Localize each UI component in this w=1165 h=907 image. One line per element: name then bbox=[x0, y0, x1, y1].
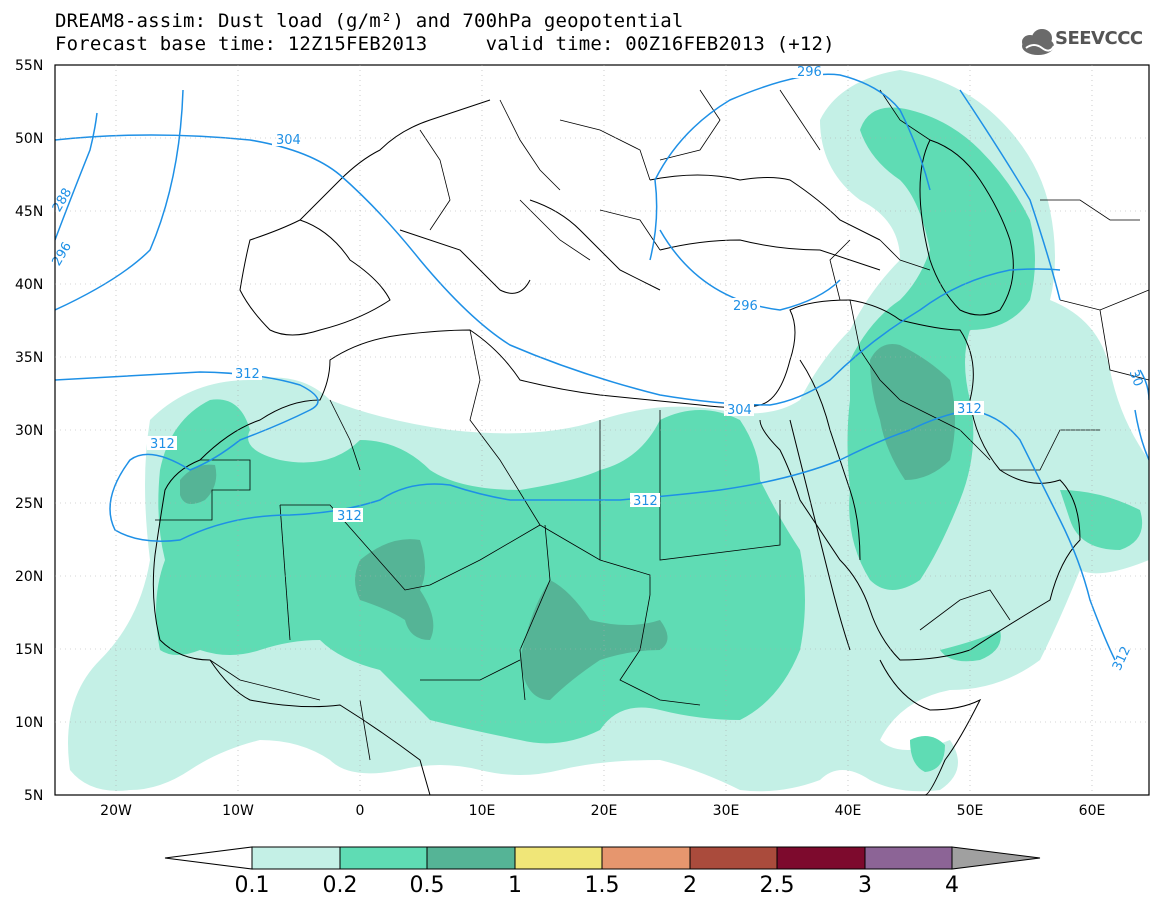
contour-label: 296 bbox=[797, 65, 822, 80]
lat-label: 35N bbox=[15, 350, 43, 366]
colorbar-label: 0.1 bbox=[235, 873, 270, 898]
contour-label: 288 bbox=[50, 186, 75, 215]
lat-label: 5N bbox=[24, 788, 43, 804]
contour-label: 296 bbox=[733, 299, 758, 314]
colorbar-swatch bbox=[776, 846, 866, 870]
colorbar-swatch bbox=[251, 846, 341, 870]
contour-label: 312 bbox=[957, 402, 982, 417]
map-subtitle: Forecast base time: 12Z15FEB2013 valid t… bbox=[55, 33, 835, 55]
lat-label: 30N bbox=[15, 423, 43, 439]
lon-label: 10W bbox=[222, 803, 254, 819]
contour-label: 312 bbox=[1110, 644, 1134, 673]
lon-label: 20W bbox=[100, 803, 132, 819]
geopotential-contours bbox=[55, 73, 1149, 661]
lon-label: 50E bbox=[957, 803, 984, 819]
colorbar-swatch bbox=[689, 846, 778, 870]
lon-label: 0 bbox=[356, 803, 365, 819]
colorbar-swatch bbox=[426, 846, 516, 870]
dust-region-medium bbox=[156, 107, 1143, 772]
colorbar-under-arrow bbox=[164, 846, 253, 870]
contour-label: 296 bbox=[50, 240, 75, 269]
lon-label: 40E bbox=[835, 803, 862, 819]
lat-label: 45N bbox=[15, 204, 43, 220]
colorbar-label: 1 bbox=[508, 873, 522, 898]
lon-label: 20E bbox=[591, 803, 618, 819]
colorbar-label: 3 bbox=[858, 873, 872, 898]
cloud-icon bbox=[1022, 29, 1055, 55]
lat-label: 15N bbox=[15, 642, 43, 658]
contour-label: 312 bbox=[235, 367, 260, 382]
colorbar-label: 0.2 bbox=[323, 873, 358, 898]
contour-label: 30 bbox=[1126, 368, 1146, 389]
colorbar-swatch bbox=[514, 846, 603, 870]
lat-label: 20N bbox=[15, 569, 43, 585]
colorbar-label: 2.5 bbox=[760, 873, 795, 898]
contour-label: 304 bbox=[276, 133, 301, 148]
logo-text: SEEVCCC bbox=[1055, 28, 1143, 49]
dust-region-dense bbox=[180, 344, 955, 700]
lat-label: 40N bbox=[15, 277, 43, 293]
lat-label: 25N bbox=[15, 496, 43, 512]
colorbar-label: 1.5 bbox=[585, 873, 620, 898]
contour-label: 304 bbox=[727, 403, 752, 418]
longitude-axis: 20W 10W 0 10E 20E 30E 40E 50E 60E bbox=[100, 803, 1105, 819]
colorbar-label: 0.5 bbox=[410, 873, 445, 898]
lat-label: 10N bbox=[15, 715, 43, 731]
lon-label: 30E bbox=[713, 803, 740, 819]
contour-label: 312 bbox=[633, 494, 658, 509]
gridlines bbox=[55, 65, 1149, 795]
lat-label: 50N bbox=[15, 131, 43, 147]
colorbar-label: 2 bbox=[683, 873, 697, 898]
latitude-axis: 55N 50N 45N 40N 35N 30N 25N 20N 15N 10N … bbox=[15, 58, 43, 804]
colorbar-swatch bbox=[339, 846, 428, 870]
country-borders bbox=[155, 89, 1149, 761]
contour-label: 312 bbox=[337, 509, 362, 524]
colorbar-over-arrow bbox=[951, 846, 1041, 870]
lon-label: 60E bbox=[1079, 803, 1106, 819]
coastlines bbox=[152, 99, 1081, 795]
colorbar-swatch bbox=[601, 846, 691, 870]
colorbar-swatch bbox=[864, 846, 953, 870]
colorbar-label: 4 bbox=[945, 873, 959, 898]
contour-label: 312 bbox=[150, 437, 175, 452]
colorbar: 0.1 0.2 0.5 1 1.5 2 2.5 3 4 bbox=[164, 846, 1041, 898]
lat-label: 55N bbox=[15, 58, 43, 74]
lon-label: 10E bbox=[469, 803, 496, 819]
map-title: DREAM8-assim: Dust load (g/m²) and 700hP… bbox=[55, 10, 684, 32]
